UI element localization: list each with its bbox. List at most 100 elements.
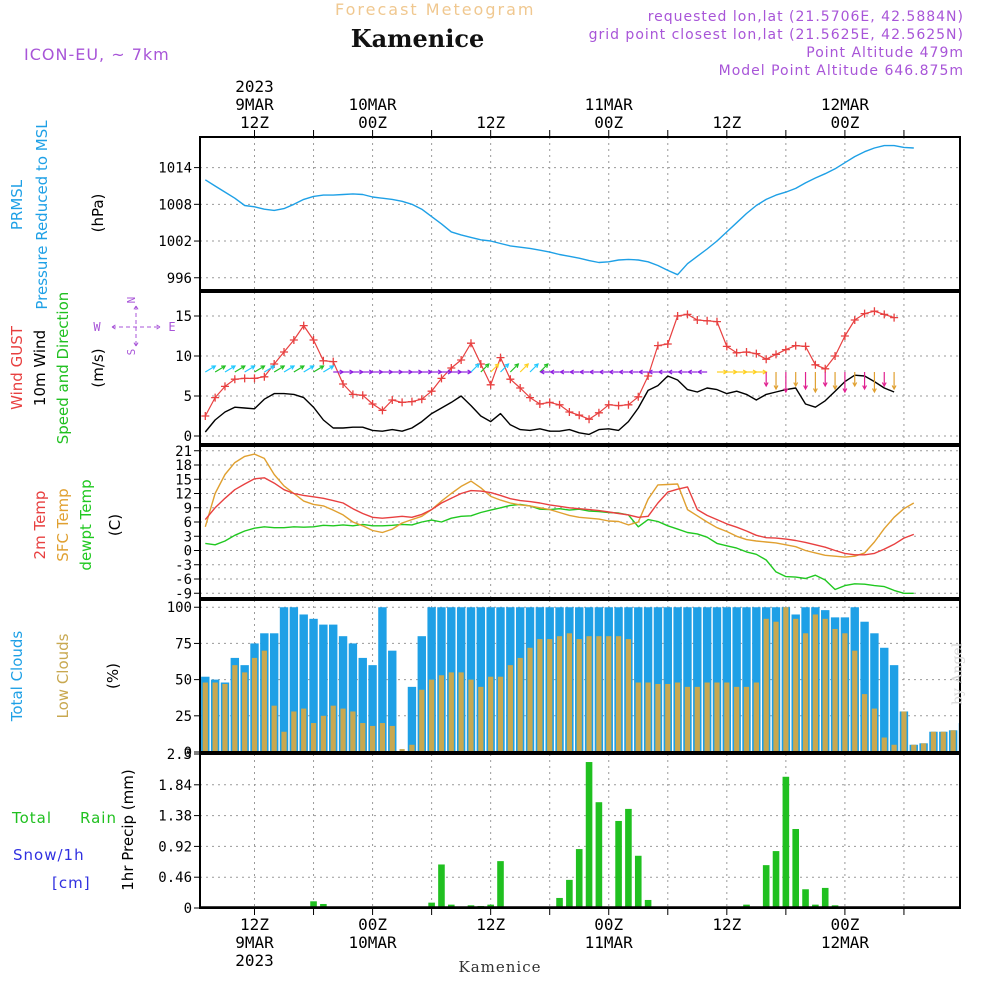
gust-marker [545,398,554,407]
low-cloud-bar [271,705,277,752]
wind-arrow [234,365,246,373]
precip-bar [644,899,652,908]
gust-marker [319,356,328,365]
total-cloud-bar [683,607,692,752]
total-cloud-bar [289,607,299,752]
low-cloud-bar [832,628,838,752]
gust-marker [781,345,790,354]
panel-frame [199,291,961,445]
sfc-temp-line [204,453,915,558]
wind-arrow [313,365,324,373]
precip-bar [575,849,583,908]
gust-marker [703,316,712,325]
time-label-top: 00Z [358,113,387,132]
wind-arrow-head [319,365,325,370]
low-cloud-bar [488,676,494,752]
y-tick-label: 15 [175,472,192,488]
low-cloud-bar [655,683,661,752]
y-tick-label: 996 [167,271,192,287]
low-cloud-bar [409,744,415,752]
total-cloud-bar [643,607,653,752]
gust-marker [742,348,751,356]
panel-frame [199,753,961,909]
wind-10m-label: 10m Wind [31,330,49,406]
time-label-top: 12Z [240,113,269,132]
low-cloud-bar [389,725,395,752]
wind-arrow-head [543,363,549,369]
low-cloud-bar [812,614,818,752]
low-cloud-bar [734,686,740,752]
gust-marker [535,400,544,408]
low-cloud-bar [517,657,523,752]
total-cloud-bar [742,607,751,752]
low-cloud-bar [871,708,878,752]
y-tick-label: 1002 [158,234,192,250]
wind-unit-label: (m/s) [89,348,107,387]
precip-bar [615,820,622,908]
low-cloud-bar [399,749,405,752]
wind-arrow-head [221,365,227,370]
low-cloud-bar [940,731,946,752]
gust-marker [358,391,367,400]
gust-marker [457,356,466,364]
low-cloud-bar [684,686,691,752]
low-cloud-bar [596,636,602,752]
low-cloud-bar [763,618,769,752]
requested-coordinates: requested lon,lat (21.5706E, 42.5884N) [647,9,964,25]
low-cloud-bar [743,686,750,752]
wind-arrow [470,363,480,373]
wind-arrow-head [280,365,286,370]
time-label-bottom: 9MAR [235,933,274,952]
time-label-bottom: 10MAR [348,933,397,952]
gust-marker [220,382,229,391]
legend-rain: Rain [80,809,117,827]
wind-arrow [529,363,539,373]
gust-marker [624,400,633,409]
y-tick-label: 1014 [158,161,192,177]
gust-marker [526,393,535,402]
compass-west: W [93,320,101,334]
total-cloud-bar [368,665,377,752]
time-label-top: 11MAR [585,95,634,114]
low-cloud-bar [419,689,425,752]
wind-arrow-head [608,369,614,375]
low-cloud-bar [291,711,297,752]
wind-arrow [283,365,295,373]
precip-bar [792,828,799,908]
low-cloud-bar [694,686,700,752]
wind-arrow-head [891,385,897,391]
precip-bar [585,762,593,908]
gust-marker [840,332,849,340]
time-label-top: 12Z [476,113,505,132]
wind-arrow-head [250,365,256,370]
low-cloud-bar [861,694,868,752]
point-altitude: Point Altitude 479m [806,45,964,61]
legend-snow: Snow/1h [13,846,85,864]
meteogram-subtitle: Forecast Meteogram [335,0,536,19]
low-cloud-bar [704,682,710,752]
low-cloud-bar [606,636,612,752]
low-cloud-bar [429,679,435,752]
pressure-label-prmsl: PRMSL [8,179,26,230]
wind-arrow-head [578,369,584,375]
wind-arrow-head [871,388,877,394]
y-tick-label: 0.46 [158,870,192,886]
low-cloud-bar [901,711,907,752]
y-tick-label: 0 [184,544,192,560]
time-label-top: 12Z [712,113,741,132]
y-tick-label: 100 [167,600,192,616]
precip-bar [556,897,563,908]
wind-arrow-head [677,369,683,375]
total-cloud-bar [319,624,328,752]
total-cloud-bar [880,647,889,752]
model-label: ICON-EU, ~ 7km [24,45,170,64]
gust-marker [585,415,594,424]
gust-marker [201,412,210,420]
time-label-bottom: 12MAR [821,933,870,952]
wind-arrow-head [657,369,663,375]
low-cloud-bar [281,731,287,752]
time-label-top: 10MAR [348,95,397,114]
precip-bar [438,864,445,908]
wind-arrow-head [881,382,887,388]
wind-arrow-head [667,369,673,375]
